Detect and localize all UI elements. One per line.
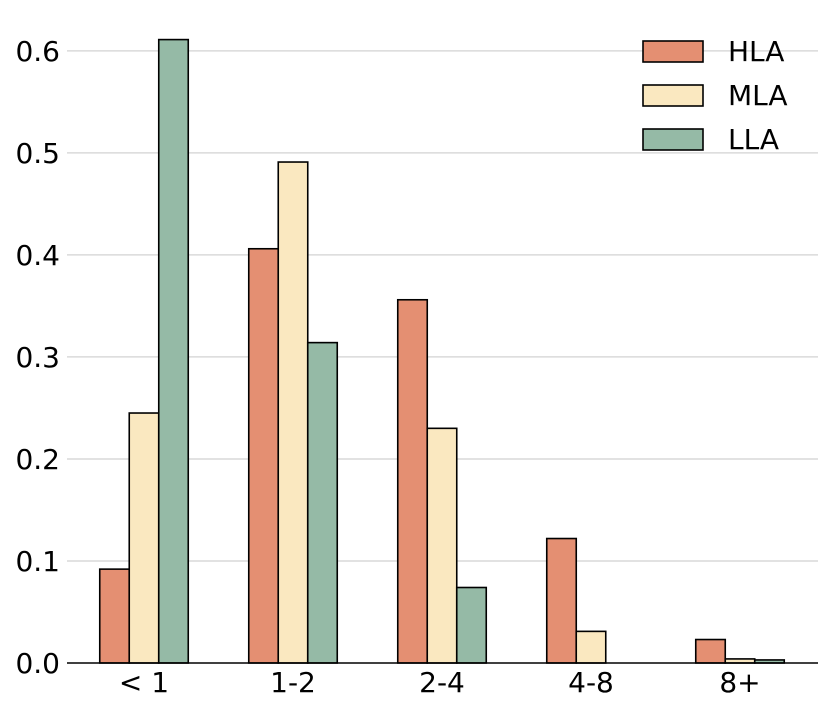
- x-tick-label: 1-2: [270, 666, 316, 699]
- gridlines: [67, 50, 818, 562]
- legend: HLA MLA LLA: [642, 35, 788, 156]
- bar-mla-0: [128, 412, 160, 664]
- bar-mla-3: [575, 630, 607, 664]
- x-tick-label: 4-8: [568, 666, 614, 699]
- x-tick-label: 2-4: [419, 666, 465, 699]
- legend-swatch-lla: [642, 128, 704, 151]
- y-tick-label: 0.3: [15, 341, 60, 374]
- y-tick-label: 0.5: [15, 137, 60, 170]
- y-tick-label: 0.1: [15, 545, 60, 578]
- y-tick-label: 0.0: [15, 647, 60, 680]
- x-axis-ticks: < 1 1-2 2-4 4-8 8+: [119, 666, 761, 699]
- bar-lla-2: [455, 586, 488, 664]
- y-axis-ticks: 0.0 0.1 0.2 0.3 0.4 0.5 0.6: [15, 35, 60, 680]
- bar-hla-1: [247, 247, 280, 664]
- bar-lla-0: [157, 38, 190, 664]
- bar-hla-0: [98, 568, 131, 664]
- bar-mla-1: [277, 161, 309, 664]
- legend-label-hla: HLA: [728, 35, 784, 68]
- x-tick-label: < 1: [119, 666, 169, 699]
- y-tick-label: 0.6: [15, 35, 60, 68]
- bar-mla-2: [426, 427, 458, 664]
- legend-label-mla: MLA: [728, 79, 788, 112]
- legend-label-lla: LLA: [728, 123, 779, 156]
- bar-hla-4: [694, 638, 727, 664]
- y-tick-label: 0.2: [15, 443, 60, 476]
- x-tick-label: 8+: [719, 666, 760, 699]
- y-tick-label: 0.4: [15, 239, 60, 272]
- bar-lla-1: [306, 341, 339, 664]
- legend-swatch-mla: [642, 84, 704, 107]
- bar-hla-2: [396, 298, 429, 664]
- bars: [98, 38, 786, 664]
- legend-swatch-hla: [642, 40, 704, 63]
- bar-hla-3: [545, 537, 578, 664]
